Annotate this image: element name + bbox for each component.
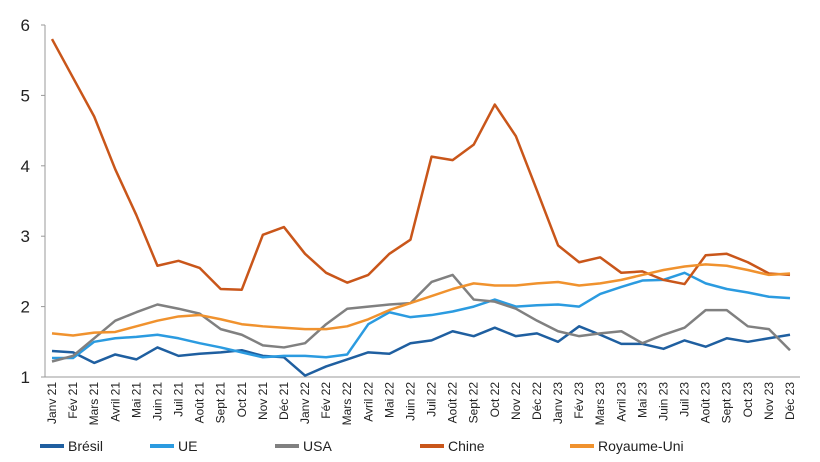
- series-line: [52, 271, 791, 360]
- y-tick-label: 5: [21, 86, 30, 105]
- series-line: [50, 38, 791, 291]
- x-tick-label: Janv 21: [45, 382, 59, 424]
- x-tick-label: Déc 22: [530, 382, 544, 420]
- x-tick-label: Avril 22: [361, 382, 375, 422]
- x-tick-label: Nov 21: [256, 382, 270, 420]
- x-tick-label: Juil 22: [425, 382, 439, 417]
- x-tick-label: Avril 21: [108, 382, 122, 422]
- x-tick-label: Août 23: [699, 382, 713, 424]
- x-tick-label: Fév 21: [66, 382, 80, 419]
- x-tick-label: Oct 23: [741, 382, 755, 418]
- x-tick-label: Mai 21: [129, 382, 143, 418]
- x-tick-label: Janv 23: [551, 382, 565, 424]
- x-tick-label: Oct 21: [235, 382, 249, 418]
- y-tick-label: 6: [21, 16, 30, 35]
- x-tick-label: Déc 23: [783, 382, 797, 420]
- x-tick-label: Sept 22: [467, 382, 481, 424]
- x-tick-label: Juil 23: [678, 382, 692, 417]
- legend-label: Royaume-Uni: [598, 438, 684, 454]
- x-tick-label: Nov 22: [509, 382, 523, 420]
- x-tick-label: Mai 23: [635, 382, 649, 418]
- x-tick-label: Juin 21: [150, 382, 164, 421]
- x-tick-label: Janv 22: [298, 382, 312, 424]
- x-tick-label: Mars 23: [593, 382, 607, 426]
- x-tick-label: Mars 22: [340, 382, 354, 426]
- y-tick-label: 1: [21, 368, 30, 387]
- x-tick-label: Août 21: [193, 382, 207, 424]
- x-tick-label: Mars 21: [87, 382, 101, 426]
- x-tick-label: Sept 23: [720, 382, 734, 424]
- y-tick-label: 4: [21, 157, 30, 176]
- x-tick-label: Nov 23: [762, 382, 776, 420]
- x-tick-label: Juin 23: [656, 382, 670, 421]
- x-tick-label: Août 22: [446, 382, 460, 424]
- x-tick-label: Mai 22: [382, 382, 396, 418]
- legend-label: UE: [178, 438, 197, 454]
- legend-label: USA: [303, 438, 332, 454]
- x-tick-label: Sept 21: [214, 382, 228, 424]
- y-tick-label: 2: [21, 298, 30, 317]
- x-tick-label: Avril 23: [614, 382, 628, 422]
- x-tick-label: Fév 22: [319, 382, 333, 419]
- series-line: [51, 325, 791, 377]
- x-tick-label: Déc 21: [277, 382, 291, 420]
- legend-label: Chine: [448, 438, 485, 454]
- x-tick-label: Fév 23: [572, 382, 586, 419]
- y-tick-label: 3: [21, 227, 30, 246]
- x-tick-label: Juin 22: [403, 382, 417, 421]
- series-line: [51, 273, 791, 363]
- x-tick-label: Juil 21: [172, 382, 186, 417]
- legend-label: Brésil: [68, 438, 103, 454]
- x-tick-label: Oct 22: [488, 382, 502, 418]
- series-line: [51, 263, 791, 337]
